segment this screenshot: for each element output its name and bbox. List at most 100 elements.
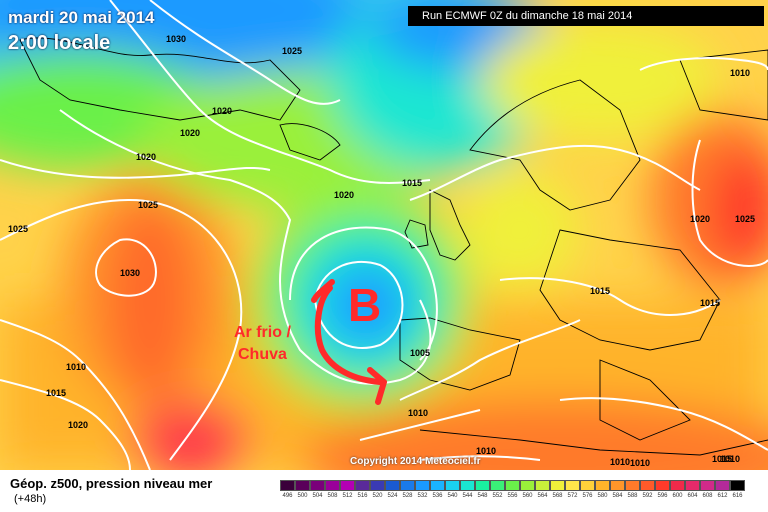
scale-swatch-color — [460, 480, 475, 491]
scale-label: 556 — [507, 493, 518, 499]
scale-swatch-color — [730, 480, 745, 491]
scale-label: 604 — [687, 493, 698, 499]
isobar-label: 1020 — [690, 214, 710, 224]
scale-label: 600 — [672, 493, 683, 499]
scale-swatch: 532 — [415, 480, 430, 499]
run-info: Run ECMWF 0Z du dimanche 18 mai 2014 — [408, 6, 764, 26]
isobar-label: 1015 — [46, 388, 66, 398]
scale-swatch-color — [325, 480, 340, 491]
scale-swatch-color — [355, 480, 370, 491]
scale-swatch: 516 — [355, 480, 370, 499]
scale-label: 544 — [462, 493, 473, 499]
scale-swatch-color — [700, 480, 715, 491]
isobar-label: 1025 — [282, 46, 302, 56]
scale-swatch: 520 — [370, 480, 385, 499]
scale-swatch-color — [580, 480, 595, 491]
scale-swatch-color — [715, 480, 730, 491]
isobar-label: 1020 — [180, 128, 200, 138]
scale-label: 504 — [312, 493, 323, 499]
scale-swatch-color — [535, 480, 550, 491]
scale-swatch: 552 — [490, 480, 505, 499]
forecast-time: 2:00 locale — [8, 32, 111, 54]
scale-swatch-color — [685, 480, 700, 491]
low-pressure-label: B — [348, 279, 382, 331]
map-caption: Géop. z500, pression niveau mer — [10, 476, 213, 491]
scale-swatch-color — [490, 480, 505, 491]
isobar-label: 1010 — [630, 458, 650, 468]
scale-label: 508 — [327, 493, 338, 499]
scale-swatch: 512 — [340, 480, 355, 499]
scale-label: 568 — [552, 493, 563, 499]
scale-swatch-color — [370, 480, 385, 491]
scale-label: 528 — [402, 493, 413, 499]
scale-label: 500 — [297, 493, 308, 499]
scale-swatch: 588 — [625, 480, 640, 499]
scale-swatch: 540 — [445, 480, 460, 499]
scale-swatch-color — [280, 480, 295, 491]
scale-swatch: 612 — [715, 480, 730, 499]
color-scale: 496 500 504 508 512 516 520 524 528 532 536 540 544 5… — [280, 480, 745, 499]
scale-label: 548 — [477, 493, 488, 499]
isobar-label: 1015 — [700, 298, 720, 308]
isobar-label: 1005 — [410, 348, 430, 358]
scale-label: 536 — [432, 493, 443, 499]
scale-label: 552 — [492, 493, 503, 499]
isobar-label: 1010 — [610, 457, 630, 467]
isobar-label: 1020 — [136, 152, 156, 162]
scale-label: 512 — [342, 493, 353, 499]
isobar-label: 1030 — [120, 268, 140, 278]
scale-swatch: 524 — [385, 480, 400, 499]
scale-label: 608 — [702, 493, 713, 499]
isobar-label: 1010 — [720, 454, 740, 464]
scale-swatch: 576 — [580, 480, 595, 499]
scale-swatch-color — [655, 480, 670, 491]
scale-label: 572 — [567, 493, 578, 499]
scale-label: 496 — [282, 493, 293, 499]
scale-swatch: 548 — [475, 480, 490, 499]
scale-swatch-color — [640, 480, 655, 491]
scale-swatch: 508 — [325, 480, 340, 499]
scale-swatch: 568 — [550, 480, 565, 499]
scale-label: 516 — [357, 493, 368, 499]
scale-swatch: 560 — [520, 480, 535, 499]
scale-swatch-color — [625, 480, 640, 491]
scale-swatch-color — [445, 480, 460, 491]
scale-swatch: 556 — [505, 480, 520, 499]
scale-swatch-color — [340, 480, 355, 491]
isobar-label: 1030 — [166, 34, 186, 44]
scale-swatch-color — [475, 480, 490, 491]
isobar-label: 1010 — [476, 446, 496, 456]
scale-swatch-color — [565, 480, 580, 491]
scale-swatch-color — [610, 480, 625, 491]
coastlines — [19, 37, 768, 456]
scale-swatch-color — [505, 480, 520, 491]
isobar-label: 1025 — [138, 200, 158, 210]
scale-label: 532 — [417, 493, 428, 499]
geopotential-field — [0, 0, 768, 470]
scale-swatch-color — [400, 480, 415, 491]
isobar-label: 1025 — [735, 214, 755, 224]
scale-swatch: 564 — [535, 480, 550, 499]
annotation-text-line1: Ar frio / — [234, 324, 291, 341]
scale-label: 616 — [732, 493, 743, 499]
scale-label: 584 — [612, 493, 623, 499]
isobar-label: 1010 — [66, 362, 86, 372]
scale-swatch: 504 — [310, 480, 325, 499]
scale-label: 612 — [717, 493, 728, 499]
scale-swatch: 596 — [655, 480, 670, 499]
isobar-label: 1020 — [68, 420, 88, 430]
scale-label: 596 — [657, 493, 668, 499]
scale-label: 592 — [642, 493, 653, 499]
scale-swatch: 616 — [730, 480, 745, 499]
scale-label: 576 — [582, 493, 593, 499]
z500-map: 1030 1025 1020 1020 1020 1025 1030 1025 1020 1015… — [0, 0, 768, 470]
footer: Géop. z500, pression niveau mer (+48h) 4… — [0, 470, 768, 512]
scale-swatch-color — [430, 480, 445, 491]
scale-swatch: 608 — [700, 480, 715, 499]
annotation-arrow — [311, 279, 387, 405]
scale-swatch-color — [310, 480, 325, 491]
scale-swatch: 528 — [400, 480, 415, 499]
scale-label: 560 — [522, 493, 533, 499]
scale-label: 540 — [447, 493, 458, 499]
